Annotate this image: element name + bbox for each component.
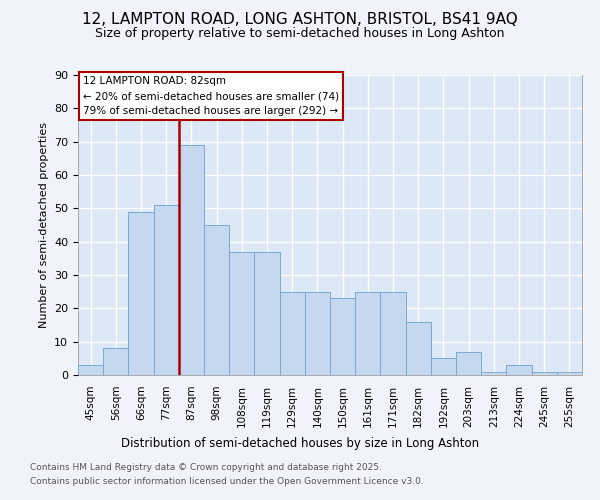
Bar [431, 358, 456, 375]
Bar [154, 205, 179, 375]
Bar [280, 292, 305, 375]
Bar [103, 348, 128, 375]
Bar [229, 252, 254, 375]
Text: Distribution of semi-detached houses by size in Long Ashton: Distribution of semi-detached houses by … [121, 438, 479, 450]
Bar [506, 365, 532, 375]
Bar [128, 212, 154, 375]
Bar [406, 322, 431, 375]
Bar [204, 225, 229, 375]
Bar [254, 252, 280, 375]
Bar [557, 372, 582, 375]
Bar [330, 298, 355, 375]
Text: Size of property relative to semi-detached houses in Long Ashton: Size of property relative to semi-detach… [95, 28, 505, 40]
Bar [481, 372, 506, 375]
Bar [456, 352, 481, 375]
Y-axis label: Number of semi-detached properties: Number of semi-detached properties [38, 122, 49, 328]
Text: 12 LAMPTON ROAD: 82sqm
← 20% of semi-detached houses are smaller (74)
79% of sem: 12 LAMPTON ROAD: 82sqm ← 20% of semi-det… [83, 76, 339, 116]
Text: Contains public sector information licensed under the Open Government Licence v3: Contains public sector information licen… [30, 477, 424, 486]
Bar [305, 292, 330, 375]
Bar [78, 365, 103, 375]
Bar [355, 292, 380, 375]
Text: Contains HM Land Registry data © Crown copyright and database right 2025.: Contains HM Land Registry data © Crown c… [30, 464, 382, 472]
Bar [380, 292, 406, 375]
Bar [532, 372, 557, 375]
Text: 12, LAMPTON ROAD, LONG ASHTON, BRISTOL, BS41 9AQ: 12, LAMPTON ROAD, LONG ASHTON, BRISTOL, … [82, 12, 518, 28]
Bar [179, 145, 204, 375]
